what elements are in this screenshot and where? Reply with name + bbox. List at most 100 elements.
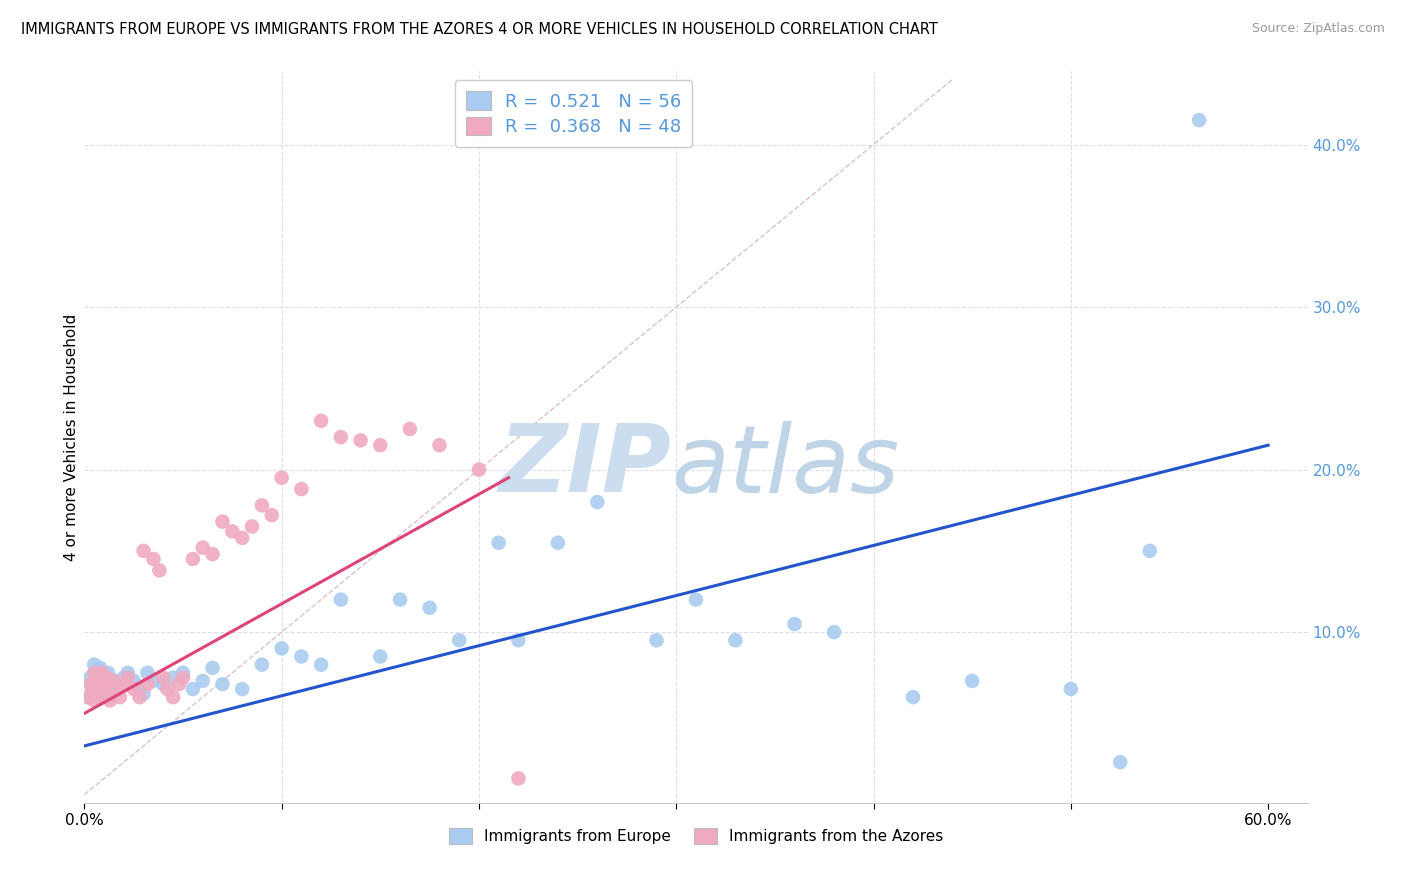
Point bbox=[449, 633, 471, 648]
Point bbox=[152, 671, 174, 685]
Point bbox=[97, 681, 120, 696]
Point bbox=[167, 677, 190, 691]
Point bbox=[79, 671, 101, 685]
Point bbox=[93, 671, 115, 685]
Point bbox=[98, 693, 121, 707]
Point bbox=[508, 772, 530, 786]
Point bbox=[960, 673, 983, 688]
Point bbox=[156, 681, 179, 696]
Point bbox=[1060, 681, 1083, 696]
Point bbox=[349, 434, 371, 448]
Point bbox=[309, 657, 332, 672]
Point bbox=[221, 524, 243, 539]
Point bbox=[89, 690, 111, 705]
Point bbox=[783, 617, 806, 632]
Point bbox=[82, 681, 104, 696]
Point bbox=[211, 677, 233, 691]
Text: IMMIGRANTS FROM EUROPE VS IMMIGRANTS FROM THE AZORES 4 OR MORE VEHICLES IN HOUSE: IMMIGRANTS FROM EUROPE VS IMMIGRANTS FRO… bbox=[21, 22, 938, 37]
Point bbox=[132, 687, 155, 701]
Point bbox=[368, 438, 391, 452]
Point bbox=[270, 471, 292, 485]
Point bbox=[128, 690, 150, 705]
Point bbox=[181, 552, 204, 566]
Point bbox=[191, 673, 214, 688]
Point bbox=[122, 673, 145, 688]
Point bbox=[142, 673, 165, 688]
Point bbox=[250, 499, 273, 513]
Point bbox=[724, 633, 747, 648]
Point bbox=[83, 693, 105, 707]
Point bbox=[172, 671, 194, 685]
Point bbox=[181, 681, 204, 696]
Point bbox=[84, 673, 107, 688]
Point bbox=[1139, 544, 1161, 558]
Point bbox=[104, 681, 127, 696]
Point bbox=[77, 690, 100, 705]
Point bbox=[136, 665, 159, 680]
Point bbox=[87, 673, 110, 688]
Point bbox=[685, 592, 707, 607]
Point bbox=[329, 430, 352, 444]
Point bbox=[645, 633, 668, 648]
Point bbox=[329, 592, 352, 607]
Point bbox=[1109, 755, 1132, 769]
Point bbox=[83, 677, 105, 691]
Point bbox=[89, 681, 111, 696]
Point bbox=[260, 508, 283, 522]
Point bbox=[104, 681, 127, 696]
Point bbox=[468, 462, 491, 476]
Point bbox=[290, 482, 312, 496]
Point bbox=[823, 625, 845, 640]
Point bbox=[201, 661, 224, 675]
Legend: Immigrants from Europe, Immigrants from the Azores: Immigrants from Europe, Immigrants from … bbox=[443, 822, 949, 850]
Point bbox=[103, 673, 125, 688]
Point bbox=[309, 414, 332, 428]
Point bbox=[191, 541, 214, 555]
Point bbox=[508, 633, 530, 648]
Point bbox=[290, 649, 312, 664]
Y-axis label: 4 or more Vehicles in Household: 4 or more Vehicles in Household bbox=[63, 313, 79, 561]
Point bbox=[162, 690, 184, 705]
Point bbox=[488, 535, 510, 549]
Point bbox=[103, 673, 125, 688]
Point bbox=[79, 677, 101, 691]
Point bbox=[201, 547, 224, 561]
Point bbox=[89, 661, 111, 675]
Point bbox=[429, 438, 451, 452]
Point bbox=[83, 657, 105, 672]
Point bbox=[240, 519, 263, 533]
Point bbox=[389, 592, 412, 607]
Point bbox=[1188, 113, 1211, 128]
Text: ZIP: ZIP bbox=[499, 420, 672, 512]
Point bbox=[128, 681, 150, 696]
Point bbox=[368, 649, 391, 664]
Text: atlas: atlas bbox=[672, 421, 900, 512]
Point bbox=[148, 563, 170, 577]
Point bbox=[108, 690, 131, 705]
Point bbox=[112, 671, 135, 685]
Point bbox=[547, 535, 569, 549]
Point bbox=[419, 600, 441, 615]
Point bbox=[901, 690, 924, 705]
Point bbox=[122, 681, 145, 696]
Point bbox=[77, 690, 100, 705]
Point bbox=[152, 677, 174, 691]
Point bbox=[82, 681, 104, 696]
Point bbox=[97, 665, 120, 680]
Point bbox=[93, 677, 115, 691]
Point bbox=[211, 515, 233, 529]
Point bbox=[98, 690, 121, 705]
Point bbox=[142, 552, 165, 566]
Point bbox=[399, 422, 422, 436]
Point bbox=[231, 681, 253, 696]
Point bbox=[117, 671, 139, 685]
Point bbox=[136, 677, 159, 691]
Point bbox=[162, 671, 184, 685]
Point bbox=[117, 665, 139, 680]
Point bbox=[83, 665, 105, 680]
Point bbox=[132, 544, 155, 558]
Point bbox=[250, 657, 273, 672]
Point bbox=[94, 671, 117, 685]
Text: Source: ZipAtlas.com: Source: ZipAtlas.com bbox=[1251, 22, 1385, 36]
Point bbox=[87, 681, 110, 696]
